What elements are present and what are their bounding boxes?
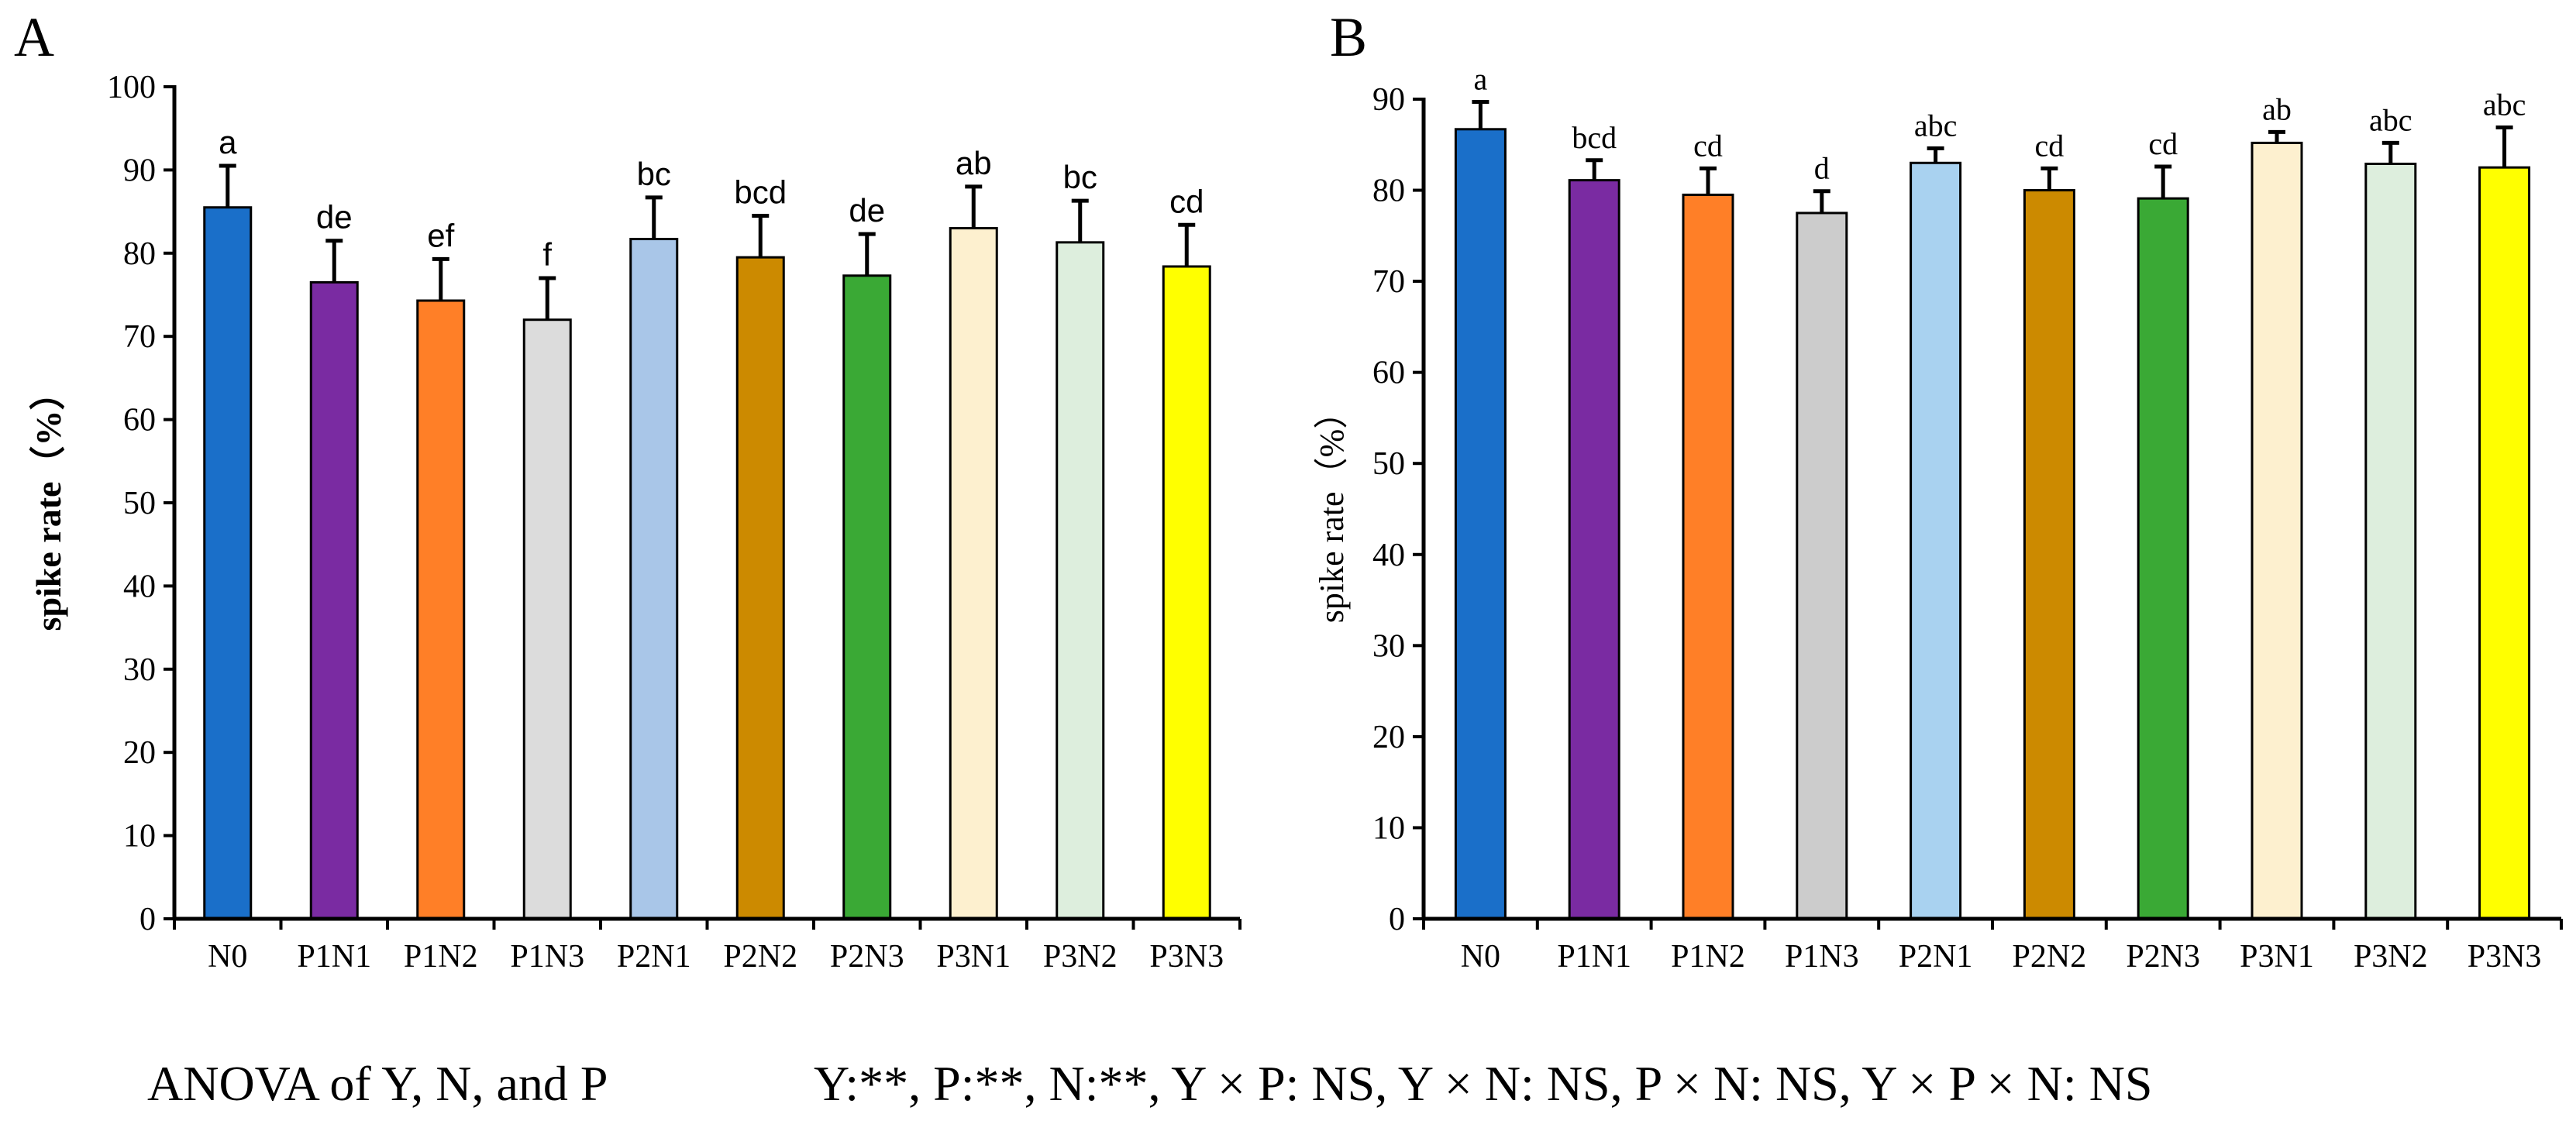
x-tick-label: P2N3 xyxy=(2126,939,2200,975)
y-tick-label: 80 xyxy=(1372,174,1405,209)
y-tick-label: 20 xyxy=(123,735,156,771)
significance-letter: a xyxy=(219,124,237,160)
x-tick-label: P2N3 xyxy=(830,939,904,975)
bar xyxy=(949,227,998,920)
bar xyxy=(1910,161,1962,920)
x-tick-label: P3N1 xyxy=(2240,939,2314,975)
y-tick-label: 40 xyxy=(123,569,156,604)
x-tick-label: P1N2 xyxy=(404,939,478,975)
y-tick-label: 90 xyxy=(123,153,156,188)
x-tick-label: P3N1 xyxy=(936,939,1011,975)
bar xyxy=(203,206,253,920)
y-tick-label: 0 xyxy=(139,902,156,937)
x-tick-label: P2N1 xyxy=(617,939,691,975)
anova-label: ANOVA of Y, N, and P xyxy=(147,1056,608,1111)
x-tick-label: P3N3 xyxy=(1149,939,1224,975)
y-tick-label: 60 xyxy=(1372,356,1405,391)
bar xyxy=(1454,128,1507,920)
bar xyxy=(2023,189,2075,920)
significance-letter: bcd xyxy=(1572,120,1617,155)
y-tick-label: 70 xyxy=(123,319,156,355)
y-tick-label: 30 xyxy=(123,652,156,688)
bar xyxy=(629,238,679,920)
x-tick-label: P1N1 xyxy=(1557,939,1631,975)
y-axis-label: spike rate（%） xyxy=(29,375,68,631)
x-tick-label: P3N2 xyxy=(1043,939,1118,975)
significance-letter: a xyxy=(1474,62,1488,97)
x-tick-label: P1N3 xyxy=(1785,939,1859,975)
significance-letter: d xyxy=(1814,151,1830,186)
bar xyxy=(309,280,359,920)
bar xyxy=(2478,166,2531,920)
significance-letter: de xyxy=(849,192,885,229)
bar xyxy=(2137,197,2189,920)
y-tick-label: 50 xyxy=(1372,446,1405,482)
y-tick-label: 50 xyxy=(123,486,156,521)
bar xyxy=(1796,211,1848,920)
y-tick-label: 10 xyxy=(1372,810,1405,846)
bar xyxy=(416,299,466,920)
x-tick-label: P3N3 xyxy=(2468,939,2542,975)
y-tick-label: 20 xyxy=(1372,720,1405,755)
significance-letter: ab xyxy=(2262,91,2292,126)
y-tick-label: 80 xyxy=(123,236,156,272)
anova-result: Y:**, P:**, N:**, Y × P: NS, Y × N: NS, … xyxy=(814,1056,2152,1111)
significance-letter: abc xyxy=(2369,102,2412,137)
bar xyxy=(522,318,572,920)
significance-letter: cd xyxy=(2035,128,2065,163)
significance-letter: bc xyxy=(637,156,671,192)
significance-letter: bc xyxy=(1063,159,1097,195)
y-tick-label: 30 xyxy=(1372,628,1405,664)
significance-letter: ab xyxy=(956,145,992,181)
bar xyxy=(1682,193,1734,920)
y-tick-label: 40 xyxy=(1372,538,1405,573)
y-tick-label: 100 xyxy=(107,70,156,105)
x-tick-label: N0 xyxy=(208,939,247,975)
y-tick-label: 10 xyxy=(123,819,156,855)
y-tick-label: 0 xyxy=(1389,902,1405,937)
bar xyxy=(2364,162,2417,920)
x-tick-label: P2N1 xyxy=(1899,939,1973,975)
significance-letter: cd xyxy=(1693,128,1723,163)
y-axis-label: spike rate（%） xyxy=(1313,395,1351,623)
x-tick-label: P2N2 xyxy=(2013,939,2087,975)
x-tick-label: P2N2 xyxy=(723,939,797,975)
significance-letter: cd xyxy=(1169,183,1204,219)
bar xyxy=(842,274,892,920)
panel-label: A xyxy=(14,6,54,68)
significance-letter: abc xyxy=(2483,87,2526,122)
significance-letter: de xyxy=(316,199,353,236)
significance-letter: bcd xyxy=(734,174,787,210)
y-tick-label: 90 xyxy=(1372,82,1405,118)
bar xyxy=(1162,265,1211,920)
bar xyxy=(735,256,785,920)
x-tick-label: P3N2 xyxy=(2354,939,2428,975)
y-tick-label: 60 xyxy=(123,403,156,438)
x-tick-label: P1N1 xyxy=(297,939,371,975)
x-tick-label: P1N2 xyxy=(1671,939,1745,975)
bar xyxy=(1056,241,1105,920)
x-tick-label: N0 xyxy=(1461,939,1500,975)
y-tick-label: 70 xyxy=(1372,264,1405,300)
panel-label: B xyxy=(1330,6,1367,68)
significance-letter: ef xyxy=(427,217,454,253)
significance-letter: abc xyxy=(1914,108,1958,143)
bar xyxy=(1568,179,1620,920)
significance-letter: cd xyxy=(2148,126,2178,161)
x-tick-label: P1N3 xyxy=(510,939,584,975)
bar xyxy=(2251,141,2303,920)
significance-letter: f xyxy=(542,236,552,273)
